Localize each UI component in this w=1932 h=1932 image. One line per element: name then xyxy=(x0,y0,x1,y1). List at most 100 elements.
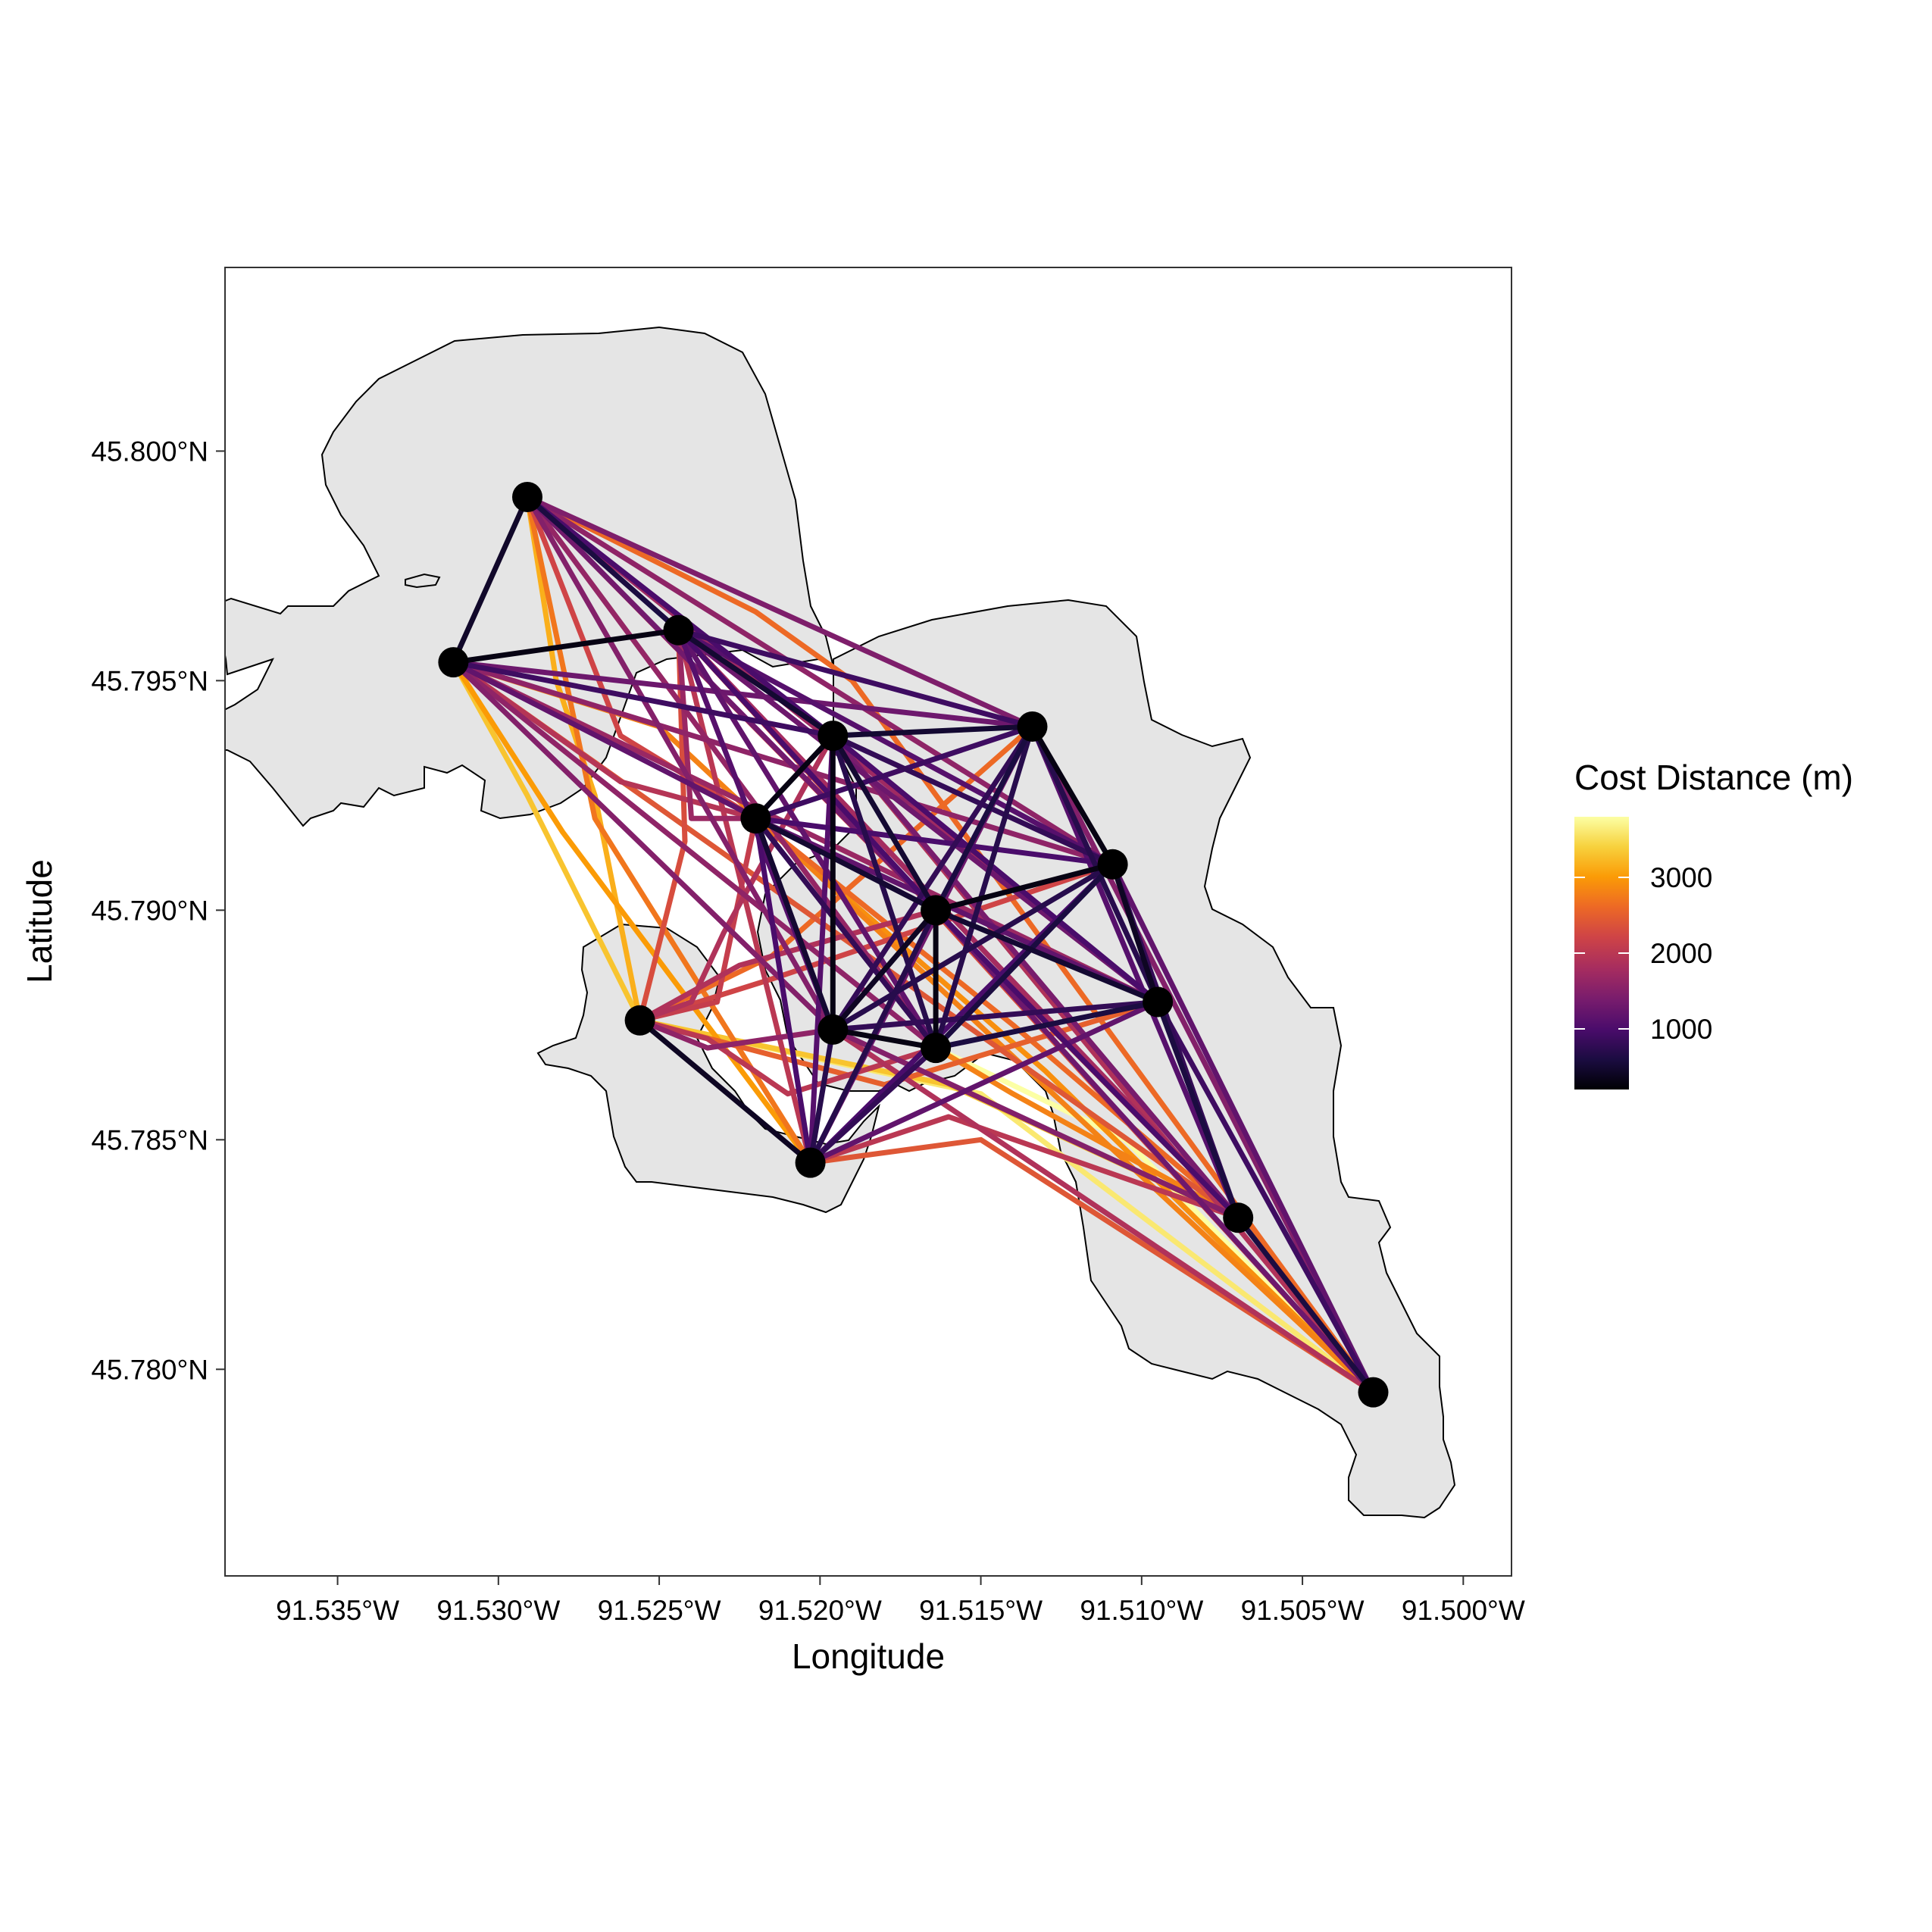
site-node xyxy=(1143,986,1174,1018)
cost-path xyxy=(676,627,758,821)
y-tick-label: 45.780°N xyxy=(91,1354,208,1385)
x-tick-label: 91.505°W xyxy=(1241,1595,1365,1626)
site-node xyxy=(818,721,849,752)
cost-path xyxy=(524,494,1116,868)
cost-path xyxy=(808,1045,939,1166)
legend-title: Cost Distance (m) xyxy=(1574,758,1853,797)
site-node xyxy=(818,1014,849,1045)
x-tick-label: 91.535°W xyxy=(276,1595,399,1626)
cost-path xyxy=(524,494,758,821)
cost-path xyxy=(1030,724,1116,868)
cost-path xyxy=(830,907,939,1033)
cost-path xyxy=(637,999,1161,1088)
y-axis-title: Latitude xyxy=(20,859,59,983)
cost-path xyxy=(524,494,836,1033)
cost-path xyxy=(808,733,836,1166)
cost-path xyxy=(752,815,814,1166)
site-node xyxy=(438,647,469,678)
cost-path xyxy=(933,724,1035,913)
cost-path xyxy=(1110,861,1376,1396)
cost-path xyxy=(637,1018,939,1097)
x-tick-label: 91.515°W xyxy=(919,1595,1043,1626)
cost-path xyxy=(808,999,1161,1166)
cost-path xyxy=(933,907,1161,1005)
cost-path xyxy=(752,815,836,1033)
site-node xyxy=(663,614,694,646)
x-axis-title: Longitude xyxy=(792,1637,945,1676)
cost-path xyxy=(676,627,836,739)
cost-path xyxy=(933,907,1241,1221)
site-node xyxy=(921,1033,952,1064)
cost-path xyxy=(637,907,939,1024)
site-node xyxy=(1097,849,1128,880)
site-node xyxy=(740,803,771,834)
cost-path xyxy=(524,494,1376,1396)
cost-path xyxy=(830,724,1035,739)
legend-ticks: 1000 2000 3000 xyxy=(1574,862,1712,1045)
site-node xyxy=(1358,1377,1389,1408)
y-axis: 45.780°N 45.785°N 45.790°N 45.795°N 45.800°N xyxy=(91,436,225,1385)
cost-path xyxy=(450,659,836,739)
cost-path xyxy=(830,733,1116,868)
cost-paths xyxy=(450,494,1376,1396)
y-tick-label: 45.800°N xyxy=(91,436,208,467)
cost-path xyxy=(752,724,1035,821)
cost-path xyxy=(524,494,681,633)
cost-path xyxy=(524,494,1035,730)
cost-path xyxy=(830,1027,1241,1221)
cost-path xyxy=(933,999,1161,1051)
site-node xyxy=(1017,711,1048,742)
site-node xyxy=(795,1147,826,1178)
cost-path xyxy=(752,815,1241,1221)
x-tick-label: 91.530°W xyxy=(436,1595,560,1626)
cost-path xyxy=(830,1027,1376,1396)
cost-path xyxy=(830,733,1161,1005)
y-tick-label: 45.795°N xyxy=(91,665,208,696)
panel-border xyxy=(224,267,1512,1577)
cost-path xyxy=(752,733,836,821)
x-axis: 91.535°W 91.530°W 91.525°W 91.520°W 91.515°W… xyxy=(276,1576,1525,1626)
cost-path xyxy=(752,815,939,1051)
cost-path xyxy=(1030,724,1161,1005)
cost-path xyxy=(676,627,939,913)
cost-path xyxy=(808,1136,1376,1396)
cost-path xyxy=(450,659,836,1033)
legend-break-label: 1000 xyxy=(1650,1014,1712,1045)
cost-path xyxy=(676,627,1161,1005)
cost-path xyxy=(1030,724,1241,1221)
cost-path xyxy=(752,815,1376,1396)
cost-path xyxy=(830,733,939,1051)
cost-path xyxy=(933,861,1116,913)
cost-path xyxy=(450,659,1035,730)
cost-path xyxy=(1155,999,1376,1396)
site-node xyxy=(624,1005,655,1036)
cost-path xyxy=(933,861,1116,1051)
cost-path xyxy=(1235,1215,1376,1396)
cost-path xyxy=(676,627,1035,730)
legend-break-label: 3000 xyxy=(1650,862,1712,893)
site-node xyxy=(921,895,952,926)
cost-path xyxy=(752,815,939,913)
x-tick-label: 91.510°W xyxy=(1080,1595,1203,1626)
cost-path xyxy=(808,1114,1241,1221)
cost-path xyxy=(450,659,758,821)
cost-path xyxy=(450,659,643,1024)
x-tick-label: 91.525°W xyxy=(598,1595,721,1626)
cost-path xyxy=(450,494,530,665)
cost-path xyxy=(830,861,1116,1033)
cost-path xyxy=(752,815,1116,868)
site-nodes xyxy=(438,482,1389,1408)
cost-path xyxy=(1110,861,1161,1005)
y-tick-label: 45.790°N xyxy=(91,895,208,926)
cost-path xyxy=(830,1027,939,1051)
legend-break-label: 2000 xyxy=(1650,938,1712,969)
cost-path xyxy=(450,659,939,1051)
cost-path xyxy=(830,724,1035,1033)
cost-path xyxy=(933,724,1035,1051)
y-tick-label: 45.785°N xyxy=(91,1124,208,1155)
cost-path xyxy=(933,907,1376,1396)
x-tick-label: 91.500°W xyxy=(1402,1595,1525,1626)
island-north-lobe xyxy=(225,326,835,827)
small-islet xyxy=(405,573,441,589)
